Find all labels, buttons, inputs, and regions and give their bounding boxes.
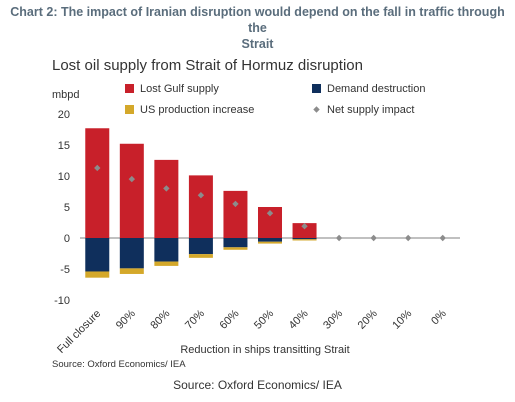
x-tick-label: Full closure: [55, 308, 103, 356]
x-tick-label: 80%: [148, 307, 172, 331]
marker-net-supply-impact: [370, 234, 377, 242]
legend-swatch: [312, 84, 321, 93]
x-tick-label: 70%: [183, 307, 207, 331]
marker-net-supply-impact: [439, 234, 446, 242]
y-tick-label: 15: [58, 140, 70, 152]
legend-label: US production increase: [140, 104, 254, 116]
chart-heading-line-1: Chart 2: The impact of Iranian disruptio…: [10, 5, 505, 35]
bar-lost-gulf-supply: [292, 223, 317, 238]
marker-net-supply-impact: [335, 234, 343, 242]
bar-demand-destruction: [258, 238, 282, 242]
legend-label: Lost Gulf supply: [140, 83, 219, 95]
bar-demand-destruction: [154, 238, 179, 262]
x-tick-label: 10%: [390, 307, 414, 331]
legend-swatch: [125, 84, 134, 93]
bar-us-production-increase: [188, 254, 213, 258]
legend-swatch: [125, 105, 134, 114]
bar-demand-destruction: [223, 238, 248, 248]
bar-lost-gulf-supply: [119, 143, 144, 238]
bar-lost-gulf-supply: [188, 175, 213, 238]
marker-net-supply-impact: [404, 234, 412, 242]
legend-label: Demand destruction: [327, 83, 425, 95]
chart-heading: Chart 2: The impact of Iranian disruptio…: [0, 4, 515, 52]
y-tick-label: 10: [58, 171, 70, 183]
x-tick-label: 90%: [114, 307, 138, 331]
x-axis-label: Reduction in ships transitting Strait: [180, 344, 349, 356]
x-tick-label: 30%: [321, 307, 345, 331]
bar-lost-gulf-supply: [154, 159, 179, 238]
marker-net-supply-impact: [163, 185, 170, 192]
chart-heading-line-2: Strait: [241, 37, 274, 51]
marker-net-supply-impact: [197, 192, 205, 199]
bar-demand-destruction: [188, 238, 213, 255]
x-tick-label: 40%: [287, 307, 311, 331]
y-tick-label: -5: [60, 264, 70, 276]
legend-swatch: [313, 106, 320, 113]
marker-net-supply-impact: [301, 223, 308, 230]
chart-bars: [85, 128, 317, 278]
marker-net-supply-impact: [266, 210, 274, 217]
chart-source-label: Source: Oxford Economics/ IEA: [52, 359, 186, 370]
legend-label: Net supply impact: [327, 104, 414, 116]
bar-us-production-increase: [223, 247, 248, 250]
y-axis-unit-label: mbpd: [52, 89, 80, 101]
chart-legend: Lost Gulf supply Demand destruction US pro…: [125, 83, 425, 116]
x-tick-label: 20%: [356, 307, 380, 331]
bar-us-production-increase: [85, 271, 110, 278]
x-tick-label: 60%: [218, 307, 242, 331]
y-tick-label: 20: [58, 109, 70, 121]
y-tick-label: -10: [54, 295, 70, 307]
bar-demand-destruction: [292, 238, 317, 240]
footer-source: Source: Oxford Economics/ IEA: [173, 378, 342, 392]
bar-us-production-increase: [292, 239, 317, 241]
y-tick-label: 0: [64, 233, 70, 245]
bar-lost-gulf-supply: [85, 128, 110, 238]
chart-axes: -10 -5 0 5 10 15 20: [54, 109, 460, 307]
bar-us-production-increase: [258, 241, 282, 244]
x-tick-label: 0%: [429, 307, 449, 327]
bar-demand-destruction: [85, 238, 110, 272]
bar-lost-gulf-supply: [223, 190, 248, 238]
x-tick-label: 50%: [252, 307, 276, 331]
marker-net-supply-impact: [128, 175, 136, 183]
bar-us-production-increase: [154, 261, 179, 266]
y-tick-label: 5: [64, 202, 70, 214]
marker-net-supply-impact: [232, 200, 239, 208]
marker-net-supply-impact: [94, 164, 101, 172]
bar-us-production-increase: [119, 268, 144, 274]
bar-demand-destruction: [119, 238, 144, 269]
chart-markers: [94, 164, 446, 242]
chart-title: Lost oil supply from Strait of Hormuz di…: [52, 57, 363, 74]
